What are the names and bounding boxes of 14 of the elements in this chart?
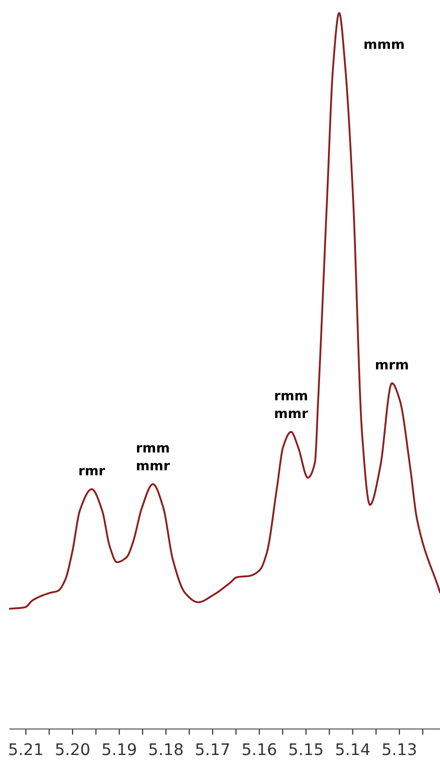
x-tick-label: 5.18 — [149, 743, 183, 756]
annotation: rmm mmr — [136, 445, 170, 470]
x-tick-label: 5.13 — [382, 743, 416, 756]
annotation: mrm — [376, 362, 408, 370]
x-tick-label: 5.20 — [56, 743, 90, 756]
annotation: rmr — [79, 468, 106, 476]
annotation: mmm — [364, 41, 404, 49]
x-tick-label: 5.17 — [196, 743, 230, 756]
x-tick-label: 5.16 — [242, 743, 276, 756]
x-tick-label: 5.19 — [102, 743, 136, 756]
annotation: rmm mmr — [275, 392, 308, 418]
x-tick-label: 5.21 — [9, 743, 42, 756]
x-tick-label: 5.15 — [289, 743, 322, 756]
x-tick-label: 5.14 — [336, 743, 370, 756]
